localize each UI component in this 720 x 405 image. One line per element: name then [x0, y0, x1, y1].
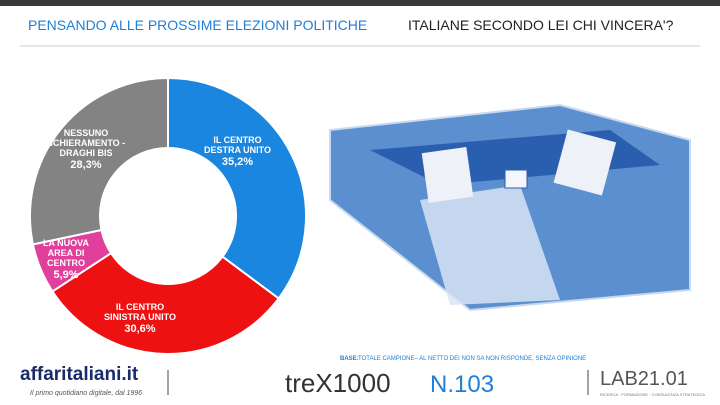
base-label: BASE: — [340, 356, 359, 362]
value-label: 28,3% — [70, 159, 102, 171]
lab: LAB21.01 — [600, 368, 688, 390]
brand: affaritaliani.it — [20, 364, 139, 385]
tagline: Il primo quotidiano digitale, dal 1996 — [30, 390, 142, 397]
category-label: NESSUNO SCHIERAMENTO - DRAGHI BIS — [46, 128, 126, 158]
slice-label: IL CENTRO DESTRA UNITO 35,2% — [195, 135, 280, 168]
category-label: IL CENTRO SINISTRA UNITO — [103, 302, 176, 322]
slice-label: LA NUOVA AREA DI CENTRO 5,9% — [40, 238, 92, 281]
base-text: TOTALE CAMPIONE– AL NETTO DEI NON SA NON… — [358, 356, 586, 362]
slice — [167, 76, 307, 300]
slice — [51, 251, 281, 355]
category-label: IL CENTRO DESTRA UNITO — [203, 135, 271, 155]
chart-title: PENSANDO ALLE PROSSIME ELEZIONI POLITICH… — [28, 17, 367, 33]
top-bar — [0, 0, 720, 6]
value-label: 5,9% — [53, 269, 79, 281]
category-label: LA NUOVA AREA DI CENTRO — [43, 238, 89, 268]
slice-label: IL CENTRO SINISTRA UNITO 30,6% — [95, 302, 185, 335]
chart-title: ITALIANE SECONDO LEI CHI VINCERA'? — [408, 17, 674, 33]
lab-tagline: RICERCA · FORMAZIONE · CONSULENZA STRATE… — [600, 392, 705, 397]
slice — [29, 76, 169, 246]
ballot-illustration — [329, 103, 691, 312]
value-label: 35,2% — [221, 156, 254, 168]
issue: N.103 — [430, 371, 494, 398]
slice-label: NESSUNO SCHIERAMENTO - DRAGHI BIS 28,3% — [42, 128, 130, 171]
value-label: 30,6% — [124, 323, 156, 335]
logo: treX1000 — [285, 368, 391, 398]
